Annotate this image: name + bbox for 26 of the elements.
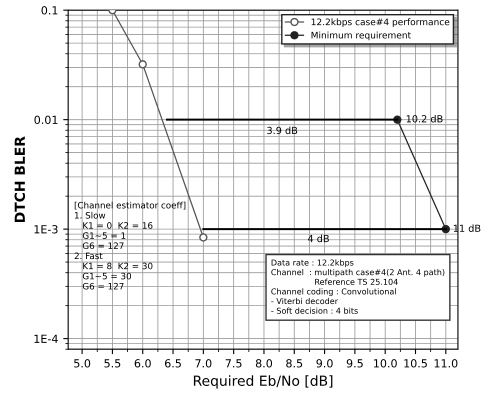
annotation: 3.9 dB: [267, 126, 298, 134]
x-tick-label: 5.5: [104, 359, 120, 368]
y-tick-label: 1E-3: [34, 225, 58, 234]
x-tick-label: 6.5: [164, 359, 181, 368]
annotation: 4 dB: [308, 234, 329, 242]
x-axis-title: Required Eb/No [dB]: [194, 375, 332, 389]
x-tick-label: 5.0: [74, 359, 90, 368]
y-tick-label: 0.01: [34, 116, 58, 124]
y-axis-title: DTCH BLER: [14, 136, 26, 222]
x-tick-label: 8.5: [286, 359, 302, 368]
legend-label: 12.2kbps case#4 performance: [312, 18, 450, 28]
y-tick-label: 0.1: [42, 6, 58, 15]
x-tick-label: 7.5: [226, 359, 242, 368]
legend-label: Minimum requirement: [312, 32, 411, 40]
annotation: 10.2 dB: [406, 114, 443, 122]
y-tick-label: 1E-4: [34, 334, 58, 343]
x-tick-label: 7.0: [195, 359, 212, 368]
x-tick-label: 10.0: [374, 359, 397, 368]
x-tick-label: 11.0: [434, 359, 458, 368]
x-tick-label: 6.0: [134, 359, 151, 368]
x-tick-label: 9.0: [316, 359, 333, 368]
x-tick-label: 9.5: [346, 359, 363, 368]
x-tick-label: 10.5: [404, 359, 427, 368]
text: [Channel estimator coeff] 1. Slow K1 = 0 K2 = 16 G1~5 = 1 G6 = 127 2. Fast K1 = 8 K2 = 30 G1~5 = 30 G6 = 127: [74, 202, 186, 290]
x-tick-label: 8.0: [256, 359, 272, 368]
annotation: Data rate : 12.2kbps Channel : multipath case#4(2 Ant. 4 path) Reference TS 25.104 Channel coding : Convolutional - Viterbi decoder - Soft decision : 4 bits: [271, 259, 444, 314]
